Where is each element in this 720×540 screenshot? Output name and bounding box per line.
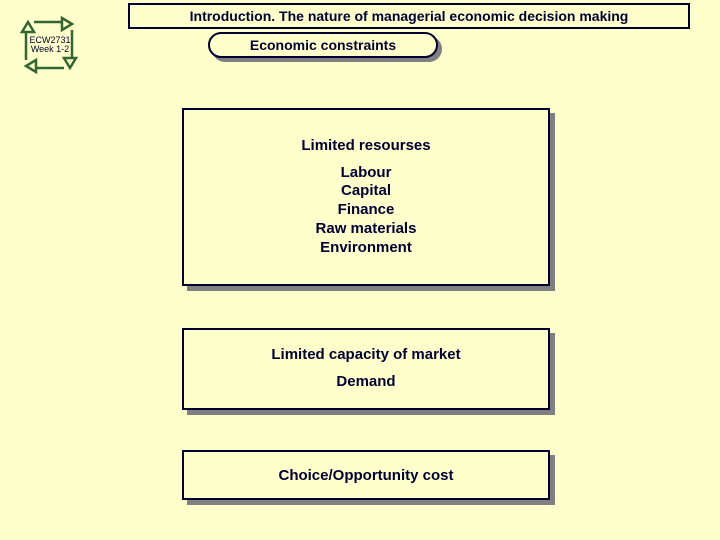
limited-resources-item-4: Environment [320, 239, 412, 258]
limited-resources-item-3: Raw materials [316, 220, 417, 239]
choice-opportunity-title: Choice/Opportunity cost [278, 467, 453, 484]
choice-opportunity-box: Choice/Opportunity cost [182, 450, 550, 500]
subtitle-text: Economic constraints [250, 37, 396, 53]
subtitle-pill: Economic constraints [208, 32, 438, 58]
limited-capacity-item-0: Demand [336, 373, 395, 392]
limited-resources-box: Limited resourses LabourCapitalFinanceRaw… [182, 108, 550, 286]
course-badge: ECW2731 Week 1-2 [20, 36, 80, 54]
limited-resources-item-1: Capital [341, 182, 391, 201]
limited-capacity-title: Limited capacity of market [271, 346, 460, 363]
limited-resources-title: Limited resourses [301, 137, 430, 154]
limited-resources-item-0: Labour [341, 164, 392, 183]
limited-resources-item-2: Finance [338, 201, 395, 220]
title-text: Introduction. The nature of managerial e… [190, 8, 629, 24]
badge-line-2: Week 1-2 [20, 45, 80, 54]
title-bar: Introduction. The nature of managerial e… [128, 3, 690, 29]
limited-capacity-box: Limited capacity of market Demand [182, 328, 550, 410]
